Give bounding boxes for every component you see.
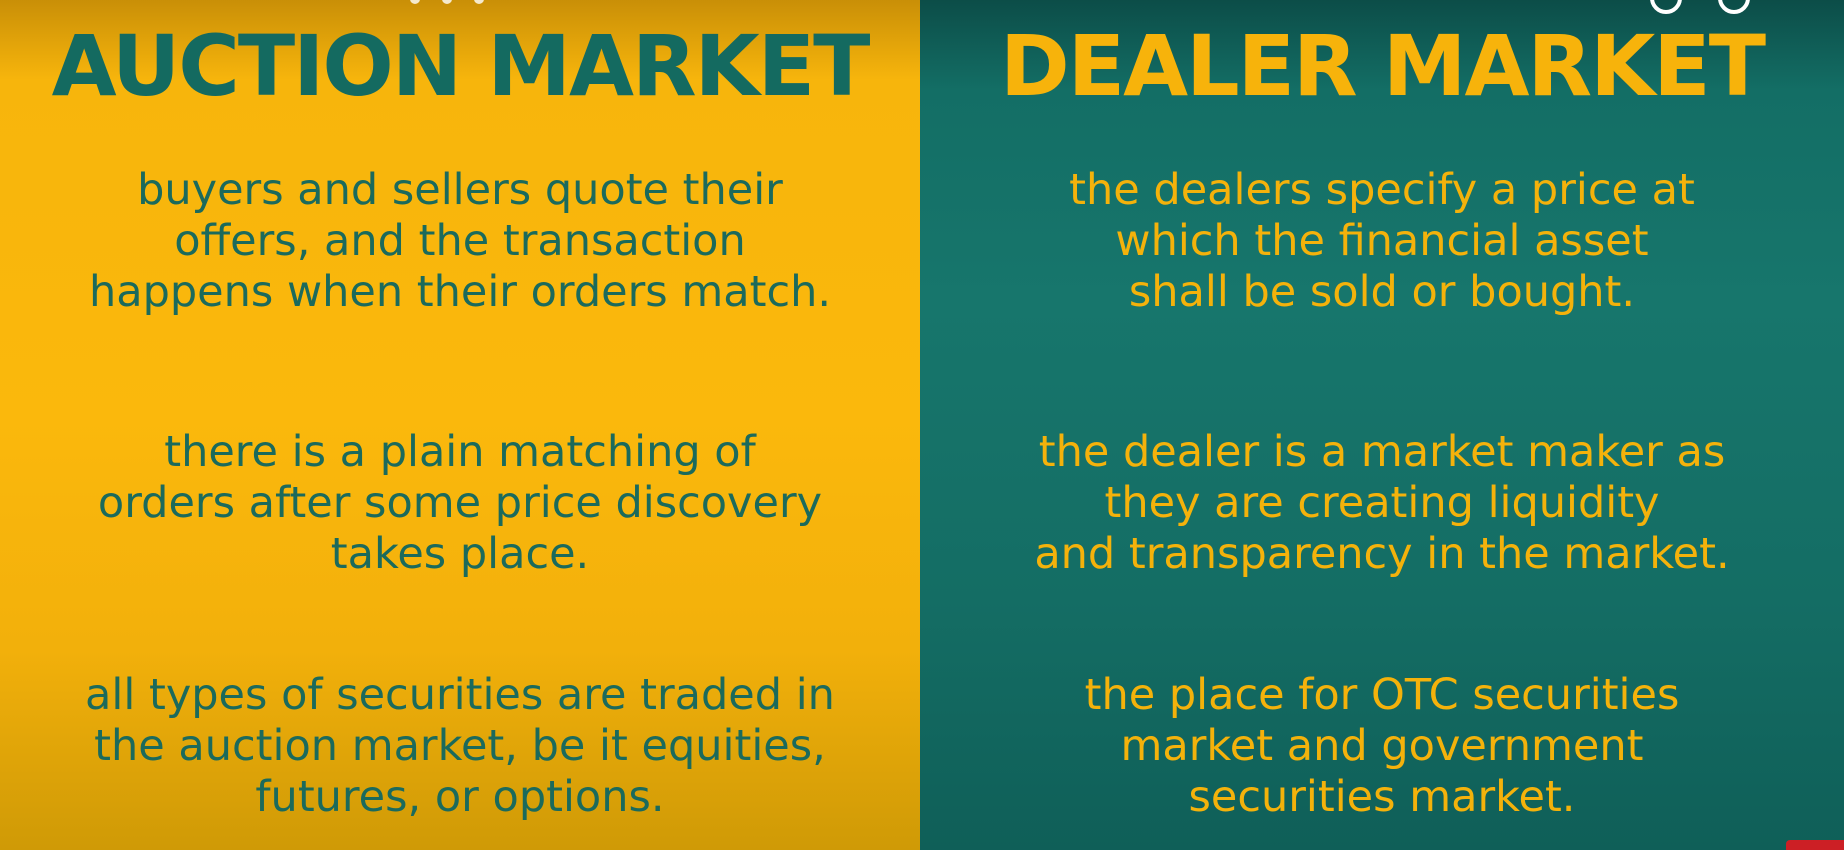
circle-icon[interactable] xyxy=(1650,0,1682,14)
top-right-icons xyxy=(1650,0,1750,14)
dealer-point-2: the dealer is a market maker as they are… xyxy=(1034,427,1730,579)
auction-point-1: buyers and sellers quote their offers, a… xyxy=(88,165,832,317)
auction-market-panel: AUCTION MARKET buyers and sellers quote … xyxy=(0,0,920,850)
dot-icon xyxy=(442,0,452,4)
auction-point-3: all types of securities are traded in th… xyxy=(85,670,835,822)
dealer-point-3: the place for OTC securities market and … xyxy=(1084,670,1680,822)
dealer-market-panel: DEALER MARKET the dealers specify a pric… xyxy=(920,0,1844,850)
auction-market-title: AUCTION MARKET xyxy=(51,17,871,115)
top-partial-icons xyxy=(410,0,510,4)
dot-icon xyxy=(474,0,484,4)
dot-icon xyxy=(410,0,420,4)
circle-icon[interactable] xyxy=(1718,0,1750,14)
dealer-market-title: DEALER MARKET xyxy=(999,17,1766,115)
red-badge-icon xyxy=(1786,840,1844,850)
auction-point-2: there is a plain matching of orders afte… xyxy=(97,427,823,579)
dealer-point-1: the dealers specify a price at which the… xyxy=(1069,165,1695,317)
